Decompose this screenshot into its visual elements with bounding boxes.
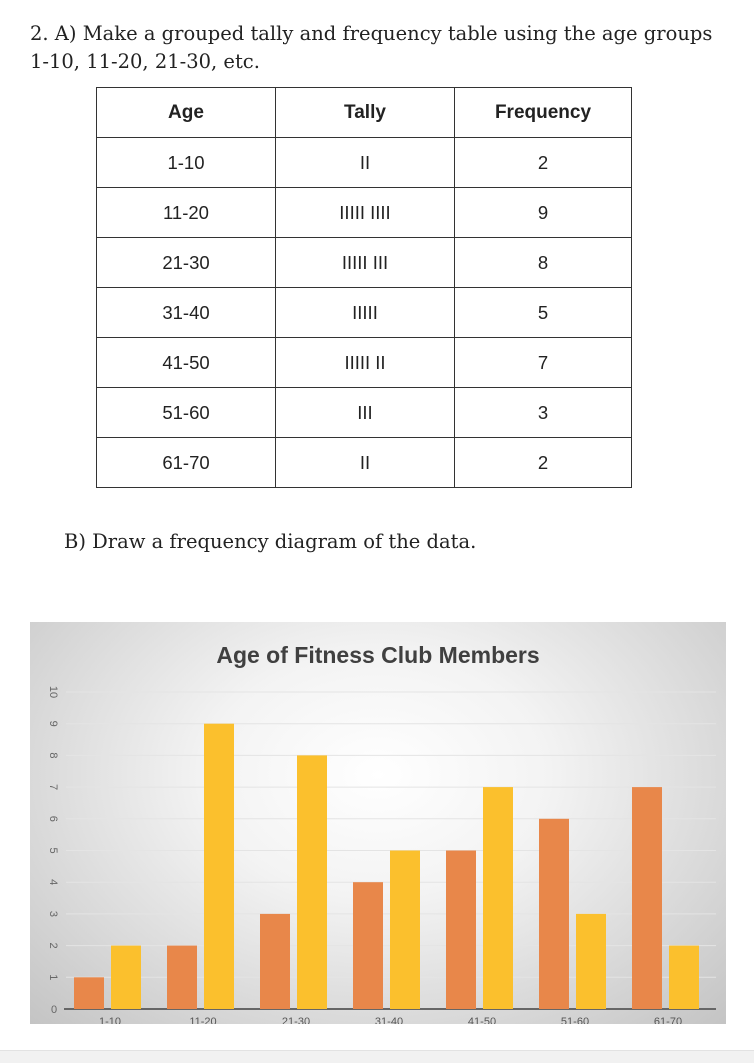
bar-51-60-series-1	[539, 818, 569, 1009]
tally-cell: III	[275, 387, 455, 438]
table-header-row: Age Tally Frequency	[96, 87, 632, 138]
tally-cell: IIIII	[275, 287, 455, 338]
y-tick-label: 1	[47, 974, 59, 980]
tally-cell: IIIII III	[275, 237, 455, 288]
x-tick-label: 1-10	[99, 1016, 121, 1024]
y-tick-label: 8	[47, 752, 59, 758]
age-cell: 61-70	[96, 437, 276, 488]
bar-31-40-series-1	[353, 882, 383, 1009]
y-tick-label: 0	[51, 1004, 57, 1016]
frequency-chart: Age of Fitness Club Members 0 1 2 3 4 5 6 7 8 9 10…	[30, 622, 726, 1024]
table-row: 41-50 IIIII II 7	[96, 337, 632, 388]
bar-31-40-series-2	[390, 850, 420, 1009]
table-row: 1-10 II 2	[96, 137, 632, 188]
frequency-cell: 8	[454, 237, 632, 288]
bar-51-60-series-2	[576, 913, 606, 1009]
frequency-cell: 5	[454, 287, 632, 338]
frequency-cell: 2	[454, 437, 632, 488]
bar-11-20-series-1	[167, 945, 197, 1009]
tally-cell: II	[275, 137, 455, 188]
bar-41-50-series-1	[446, 850, 476, 1009]
header-age: Age	[96, 87, 276, 138]
age-cell: 31-40	[96, 287, 276, 338]
frequency-cell: 3	[454, 387, 632, 438]
y-tick-label: 10	[47, 686, 59, 698]
bar-1-10-series-1	[74, 977, 104, 1009]
y-tick-label: 7	[47, 784, 59, 790]
chart-plot-area: 0 1 2 3 4 5 6 7 8 9 10 1-10 11-20 21-30 31-40 41-50 51-6…	[47, 686, 716, 1024]
bar-61-70-series-2	[669, 945, 699, 1009]
frequency-table: Age Tally Frequency 1-10 II 2 11-20 IIII…	[96, 87, 632, 488]
y-tick-label: 5	[47, 847, 59, 853]
x-tick-label: 41-50	[468, 1016, 496, 1024]
question-a: 2. A) Make a grouped tally and frequency…	[30, 22, 713, 73]
x-tick-label: 31-40	[375, 1016, 403, 1024]
header-tally: Tally	[275, 87, 455, 138]
frequency-cell: 7	[454, 337, 632, 388]
table-row: 11-20 IIIII IIII 9	[96, 187, 632, 238]
tally-cell: IIIII II	[275, 337, 455, 388]
bar-11-20-series-2	[204, 723, 234, 1009]
x-tick-label: 51-60	[561, 1016, 589, 1024]
age-cell: 11-20	[96, 187, 276, 238]
bar-41-50-series-2	[483, 787, 513, 1009]
table-row: 21-30 IIIII III 8	[96, 237, 632, 288]
age-cell: 41-50	[96, 337, 276, 388]
y-tick-label: 4	[47, 879, 59, 885]
x-tick-label: 61-70	[654, 1016, 682, 1024]
x-tick-label: 21-30	[282, 1016, 310, 1024]
question-b: B) Draw a frequency diagram of the data.	[64, 530, 477, 553]
header-frequency: Frequency	[454, 87, 632, 138]
y-tick-label: 3	[47, 911, 59, 917]
y-tick-label: 6	[47, 816, 59, 822]
x-tick-label: 11-20	[189, 1016, 216, 1024]
age-cell: 21-30	[96, 237, 276, 288]
frequency-cell: 9	[454, 187, 632, 238]
frequency-cell: 2	[454, 137, 632, 188]
age-cell: 1-10	[96, 137, 276, 188]
y-tick-label: 2	[47, 943, 59, 949]
bar-21-30-series-2	[297, 755, 327, 1009]
table-row: 31-40 IIIII 5	[96, 287, 632, 338]
y-tick-label: 9	[47, 721, 59, 727]
age-cell: 51-60	[96, 387, 276, 438]
bar-21-30-series-1	[260, 913, 290, 1009]
tally-cell: IIIII IIII	[275, 187, 455, 238]
bar-1-10-series-2	[111, 945, 141, 1009]
page-bottom-edge	[0, 1050, 754, 1063]
table-row: 61-70 II 2	[96, 437, 632, 488]
bar-61-70-series-1	[632, 787, 662, 1009]
table-row: 51-60 III 3	[96, 387, 632, 438]
chart-title: Age of Fitness Club Members	[216, 642, 540, 668]
tally-cell: II	[275, 437, 455, 488]
